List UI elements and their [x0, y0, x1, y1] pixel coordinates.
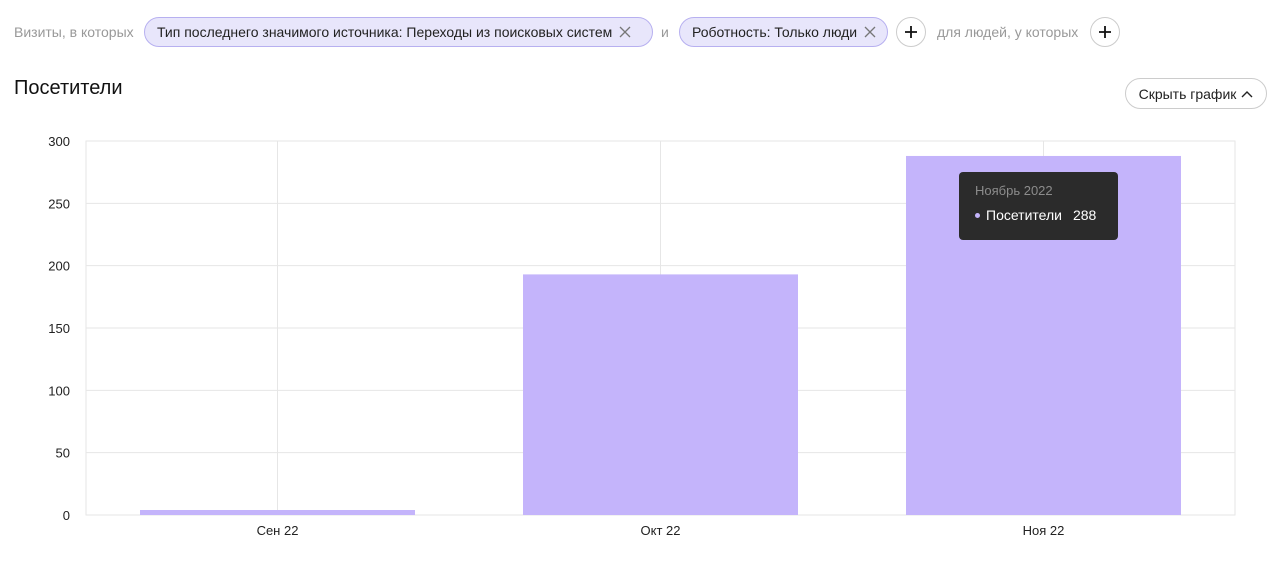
filter-people-label: для людей, у которых: [937, 24, 1079, 40]
x-tick-label: Окт 22: [641, 523, 681, 538]
y-tick-label: 250: [48, 196, 70, 211]
filter-chip-robots[interactable]: Роботность: Только люди: [679, 17, 888, 47]
y-tick-label: 200: [48, 259, 70, 274]
section-title: Посетители: [14, 77, 123, 99]
hide-chart-label: Скрыть график: [1138, 85, 1237, 102]
bar[interactable]: [523, 274, 798, 515]
bar[interactable]: [140, 510, 415, 515]
filter-prefix-label: Визиты, в которых: [14, 24, 134, 40]
visitors-bar-chart: 0 50 100 150 200 250 300 Сен 22 Окт 22 Ноя 22: [48, 134, 1236, 538]
hide-chart-button[interactable]: Скрыть график: [1125, 78, 1267, 109]
add-people-filter-button[interactable]: [1090, 17, 1120, 47]
tooltip-series-name: Посетители: [986, 207, 1062, 223]
chart-bars: [140, 155, 1181, 515]
filter-chip-source[interactable]: Тип последнего значимого источника: Пере…: [144, 17, 653, 47]
series-dot-icon: [975, 212, 980, 218]
plus-icon: [1099, 26, 1111, 38]
tooltip-value: 288: [1072, 207, 1097, 223]
tooltip-row: Посетители 288: [975, 207, 1102, 223]
filter-chip-label: Роботность: Только люди: [692, 24, 858, 40]
plus-icon: [905, 26, 917, 38]
y-tick-label: 0: [63, 508, 70, 523]
x-tick-label: Сен 22: [257, 523, 299, 538]
x-tick-label: Ноя 22: [1023, 523, 1065, 538]
y-tick-label: 100: [48, 383, 70, 398]
y-tick-label: 50: [56, 446, 70, 461]
tooltip-title: Ноябрь 2022: [975, 183, 1053, 198]
close-icon[interactable]: [619, 26, 631, 38]
chevron-up-icon: [1241, 90, 1253, 97]
y-tick-label: 300: [48, 134, 70, 149]
close-icon[interactable]: [864, 26, 876, 38]
x-axis: Сен 22 Окт 22 Ноя 22: [257, 523, 1065, 538]
add-visit-filter-button[interactable]: [896, 17, 926, 47]
y-axis: 0 50 100 150 200 250 300: [48, 134, 70, 523]
filter-chip-label: Тип последнего значимого источника: Пере…: [157, 24, 613, 40]
chart-tooltip: Ноябрь 2022 Посетители 288: [959, 172, 1118, 240]
filter-bar: Визиты, в которых Тип последнего значимо…: [0, 0, 1280, 64]
y-tick-label: 150: [48, 321, 70, 336]
filter-conjunction: и: [661, 24, 669, 40]
